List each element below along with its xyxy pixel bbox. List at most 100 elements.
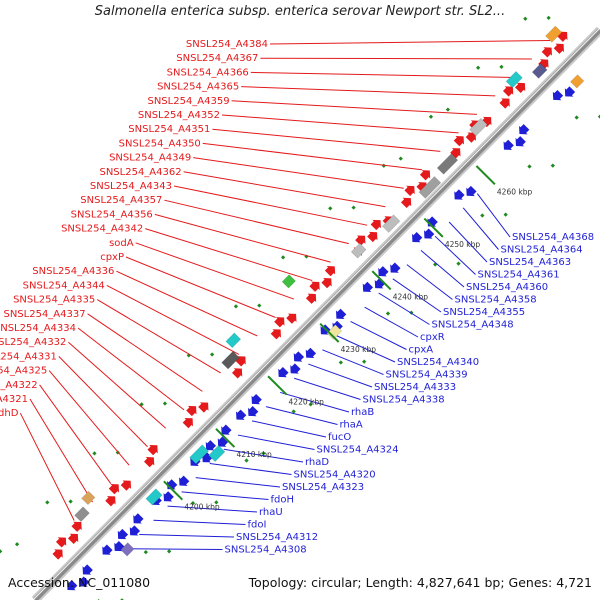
backbone-track	[33, 28, 600, 600]
callout-line	[183, 171, 386, 208]
callout-line	[476, 193, 511, 238]
reverse-gene	[515, 136, 526, 147]
map-title: Salmonella enterica subsp. enterica sero…	[94, 4, 506, 19]
reverse-gene	[374, 278, 386, 289]
callout-line	[39, 384, 112, 484]
gene-label: SNSL254_A4368	[512, 232, 594, 243]
gc-dot	[257, 303, 262, 308]
gc-dot	[167, 549, 172, 554]
gene-label: SNSL254_A4340	[397, 357, 479, 368]
gc-dot	[190, 501, 196, 506]
gene-label: SNSL254_A4355	[443, 307, 525, 318]
callout-line	[212, 128, 441, 152]
callout-line	[231, 100, 477, 115]
callout-line	[116, 270, 258, 337]
callout-line	[322, 349, 384, 375]
forward-gene	[71, 521, 82, 532]
reverse-gene	[251, 393, 262, 405]
scale-ticks: 4200 kbp 4210 kbp 4220 kbp 4230 kbp 4240 kbp…	[163, 165, 532, 512]
gene-label: SNSL254_A4337	[3, 309, 85, 320]
gc-dot	[162, 401, 168, 406]
reverse-gene	[167, 479, 178, 490]
callout-line	[221, 114, 459, 134]
gene-label: SNSL254_A4334	[0, 323, 76, 334]
reverse-gene	[205, 440, 217, 451]
gene-label: SNSL254_A4367	[176, 53, 258, 64]
gc-dot	[143, 550, 148, 555]
callout-line	[364, 306, 419, 338]
reverse-gene	[163, 491, 174, 502]
forward-gene	[182, 417, 193, 429]
callout-line	[167, 505, 258, 513]
callout-line	[260, 57, 532, 60]
gene-label: SNSL254_A4359	[147, 96, 229, 107]
forward-gene	[453, 136, 464, 147]
feature-box	[505, 71, 523, 89]
gene-label: cpxR	[420, 332, 445, 343]
reverse-gene	[133, 513, 144, 524]
gene-label: SNSL254_A4308	[225, 545, 307, 556]
tick-label: 4230 kbp	[341, 345, 377, 354]
gene-label: fdoI	[248, 520, 267, 531]
forward-gene	[309, 281, 320, 292]
reverse-gene	[305, 347, 317, 358]
reverse-gene	[217, 436, 229, 447]
forward-gene	[305, 293, 317, 304]
forward-gene	[541, 47, 552, 58]
callout-line	[125, 256, 276, 318]
tick-line	[371, 270, 392, 291]
gene-label: SNSL254_A4361	[478, 270, 560, 281]
gc-dot	[476, 65, 481, 70]
feature-box	[350, 242, 367, 259]
reverse-gene	[290, 363, 301, 374]
forward-gene	[514, 82, 526, 93]
reverse-gene	[424, 228, 435, 239]
reverse-gene	[248, 405, 259, 417]
forward-gene	[324, 266, 336, 277]
gene-label: SNSL254_A4365	[157, 82, 239, 93]
callout-line	[280, 391, 350, 413]
gene-label: fucO	[328, 432, 351, 443]
callout-line	[173, 185, 368, 226]
callout-line	[406, 264, 453, 300]
gc-dot	[351, 205, 356, 210]
reverse-gene	[179, 475, 190, 486]
gene-label: SNSL254_A4320	[294, 470, 376, 481]
gene-label: rhaU	[259, 507, 283, 518]
gc-dot	[574, 115, 579, 120]
reverse-gene	[102, 544, 113, 555]
reverse-gene	[293, 351, 305, 362]
feature-box	[225, 332, 242, 349]
forward-gene	[105, 496, 116, 507]
reverse-gene	[454, 189, 465, 200]
reverse-gene	[278, 366, 289, 378]
gc-dot	[45, 500, 50, 505]
forward-gene	[143, 457, 155, 468]
feature-box	[221, 350, 240, 370]
feature-box	[531, 63, 548, 79]
gene-label: SNSL254_A4384	[186, 39, 268, 50]
gc-dot	[14, 542, 20, 547]
feature-box	[326, 324, 343, 340]
forward-gene	[538, 59, 549, 70]
callout-line	[350, 320, 407, 350]
callout-line	[193, 157, 404, 189]
forward-gene	[499, 98, 510, 109]
gene-label: SNSL254_A4366	[167, 67, 249, 78]
gene-label: rhaA	[340, 420, 363, 431]
callout-line	[154, 213, 331, 263]
gc-dot	[550, 163, 555, 168]
forward-gene	[419, 170, 431, 181]
callout-line	[378, 292, 430, 325]
gene-label: SNSL254_A4331	[0, 351, 57, 362]
gene-label: SNSL254_A4362	[99, 167, 181, 178]
feature-box	[120, 542, 135, 557]
reverse-gene	[412, 232, 423, 243]
gc-dot	[291, 409, 296, 414]
tick-line	[267, 375, 288, 396]
reverse-gene	[79, 576, 90, 587]
feature-box	[469, 117, 488, 137]
gene-label: SNSL254_A4325	[0, 366, 47, 377]
forward-gene	[274, 317, 285, 328]
reverse-gene	[129, 525, 141, 536]
